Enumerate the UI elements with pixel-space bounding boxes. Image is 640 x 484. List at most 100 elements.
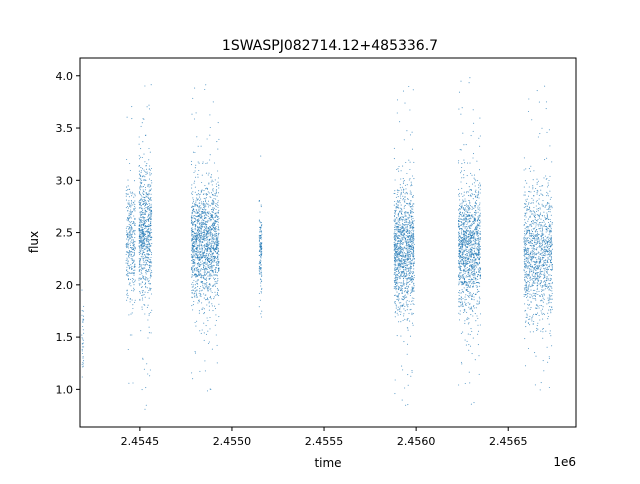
data-point [213,261,215,263]
data-point [203,239,205,241]
data-point [141,290,143,292]
data-point [193,251,195,253]
data-point [408,179,410,181]
data-point [204,205,206,207]
data-point [403,233,405,235]
data-point [399,195,401,197]
data-point [405,211,407,213]
data-point [397,275,399,277]
data-point [199,215,201,217]
data-point [407,267,409,269]
data-point [217,226,220,229]
data-point [82,325,84,328]
data-point [194,191,196,193]
data-point [203,193,205,195]
data-point [197,268,199,270]
data-point [193,279,195,282]
data-point [471,183,474,185]
data-point [395,260,397,262]
data-point [408,220,410,222]
data-point [203,256,205,258]
data-point [465,281,467,283]
data-point [477,235,479,237]
data-point [404,247,406,249]
data-point [133,209,135,211]
data-point [461,163,463,165]
data-point [402,223,404,225]
data-point [207,265,209,267]
data-point [142,357,144,359]
data-point [210,244,212,246]
data-point [394,311,397,313]
data-point [199,245,201,247]
data-point [213,249,215,251]
data-point [140,178,142,180]
data-point [211,200,213,202]
data-point [463,215,465,217]
data-point [409,258,411,260]
data-point [202,276,204,278]
data-point [197,246,199,248]
data-point [402,191,404,194]
data-point [210,254,212,256]
data-point [198,162,200,164]
data-point [404,387,406,389]
data-point [469,334,471,336]
data-point [261,275,263,278]
data-point [143,118,145,120]
data-point [144,241,146,243]
data-point [207,233,209,235]
data-point [205,205,207,207]
data-point [202,202,204,204]
data-point [216,264,218,266]
data-point [214,269,216,271]
data-point [209,126,211,129]
data-point [128,200,130,202]
data-point [140,195,143,197]
data-point [212,190,214,192]
data-point [141,247,143,249]
data-point [133,208,135,210]
data-point [462,276,465,278]
data-point [404,211,406,213]
data-point [473,272,475,275]
data-point [197,234,199,236]
data-point [139,239,141,241]
data-point [475,209,477,212]
data-point [400,239,402,241]
data-point [410,252,412,254]
data-point [460,297,463,299]
data-point [201,181,203,184]
data-point [407,384,409,386]
data-point [473,266,475,268]
data-point [468,306,470,308]
data-point [193,205,195,208]
data-point [144,283,147,285]
data-point [393,241,395,243]
data-point [216,232,218,234]
data-point [150,259,152,261]
data-point [402,178,404,180]
data-point [402,165,404,167]
data-point [404,201,406,203]
data-point [403,265,405,267]
data-point [406,284,408,286]
data-point [193,221,195,223]
data-point [150,236,152,238]
data-point [259,221,261,223]
data-point [146,277,148,279]
data-point [205,298,207,301]
data-point [467,290,469,292]
data-point [192,378,194,380]
data-point [462,257,464,259]
data-point [208,259,210,261]
data-point [465,247,467,249]
data-point [209,226,211,228]
data-point [399,222,401,224]
data-point [133,229,135,231]
data-point [395,196,397,198]
data-point [203,255,205,257]
data-point [463,242,465,244]
data-point [125,244,127,246]
data-point [259,254,261,256]
